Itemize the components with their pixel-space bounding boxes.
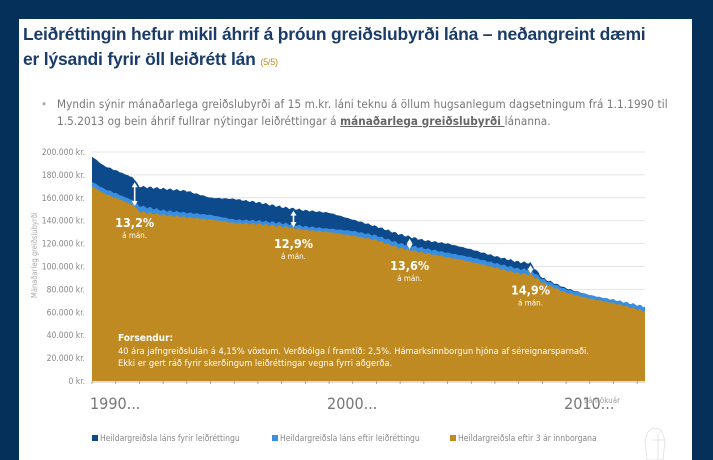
areas [92,156,645,381]
y-axis-title: Mánaðarleg greiðslubyrði [30,212,39,298]
legend-swatch [92,435,98,441]
legend-label: Heildargreiðsla eftir 3 ár innborgana [458,434,597,444]
bullet-text-underlined: mánaðarlega greiðslubyrði [340,114,505,128]
y-axis-ticks: 0 kr. 20.000 kr. 40.000 kr. 60.000 kr. 80.00… [42,148,85,387]
coat-of-arms-icon [644,427,666,460]
arrow-head-down-icon [290,222,297,228]
legend: Heildargreiðsla láns fyrir leiðréttingu H… [92,433,597,444]
bullet-icon: • [41,97,48,111]
bullet-text: Myndin sýnir mánaðarlega greiðslubyrði a… [57,96,677,130]
y-tick-label: 180.000 kr. [42,171,85,181]
annotation-percent: 13,2% [115,215,154,230]
arrow-head-down-icon [527,268,534,274]
y-tick-label: 100.000 kr. [42,263,85,273]
arrow-head-up-icon [406,238,413,244]
x-axis-title: Lántökuár [584,396,620,405]
annotation-subtext: á mán. [518,299,543,308]
title-page-indicator: (5/5) [260,57,278,67]
y-tick-label: 160.000 kr. [42,194,85,204]
assumptions-line-1: 40 ára jafngreiðslulán á 4,15% vöxtum. V… [118,346,589,357]
y-tick-label: 40.000 kr. [47,331,85,341]
y-tick-label: 200.000 kr. [42,148,85,158]
assumptions-heading: Forsendur: [118,333,173,344]
annotation-percent: 13,6% [390,258,429,273]
x-tick-label: 2010... [564,394,614,413]
annotation-subtext: á mán. [122,231,147,240]
y-tick-label: 20.000 kr. [47,354,85,364]
y-tick-label: 140.000 kr. [42,217,85,227]
arrow-head-up-icon [290,210,297,216]
y-tick-label: 0 kr. [68,377,85,387]
bullet-text-start: Myndin sýnir mánaðarlega greiðslubyrði a… [57,97,668,128]
y-tick-label: 60.000 kr. [47,308,85,318]
slide-title: Leiðréttingin hefur mikil áhrif á þróun … [23,22,663,75]
annotation-percent: 14,9% [511,283,550,298]
assumptions-line-2: Ekki er gert ráð fyrir skerðingum leiðré… [118,358,392,369]
annotations: 13,2%á mán.12,9%á mán.13,6%á mán.14,9%á … [115,182,550,308]
x-axis: 1990... 2000... 2010... [90,381,645,413]
legend-swatch [272,435,278,441]
legend-label: Heildargreiðsla láns eftir leiðréttingu [280,433,420,444]
legend-swatch [450,435,456,441]
x-tick-label: 1990... [90,394,140,413]
area-series-3 [92,186,645,381]
bullet-text-end: lánanna. [504,114,551,128]
y-tick-label: 80.000 kr. [47,285,85,295]
arrow-head-up-icon [131,182,138,188]
x-tick-label: 2000... [327,394,377,413]
assumptions-box: Forsendur: 40 ára jafngreiðslulán á 4,15… [118,333,589,369]
title-text: Leiðréttingin hefur mikil áhrif á þróun … [23,24,646,69]
annotation-percent: 12,9% [274,236,313,251]
annotation-subtext: á mán. [281,252,306,261]
arrow-head-down-icon [406,244,413,250]
annotation-subtext: á mán. [397,274,422,283]
arrow-head-down-icon [131,200,138,206]
y-tick-label: 120.000 kr. [42,240,85,250]
legend-label: Heildargreiðsla láns fyrir leiðréttingu [100,433,240,444]
